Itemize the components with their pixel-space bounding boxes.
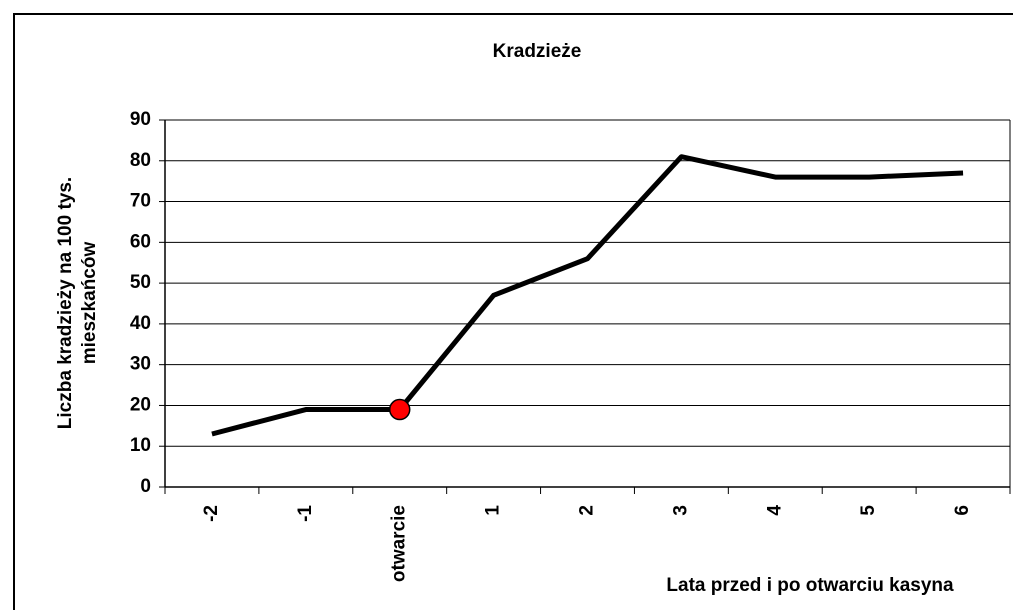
y-tick-label: 60	[130, 231, 151, 252]
y-tick-label: 10	[130, 435, 151, 456]
x-axis-label: Lata przed i po otwarciu kasyna	[666, 575, 954, 596]
y-tick-label: 20	[130, 394, 151, 415]
x-tick-label: 6	[952, 505, 973, 516]
y-tick-label: 40	[130, 313, 151, 334]
y-tick-label: 80	[130, 150, 151, 171]
x-tick-label: 1	[483, 505, 504, 516]
y-tick-label: 50	[130, 272, 151, 293]
y-tick-label: 70	[130, 191, 151, 212]
x-tick-label: 5	[858, 505, 879, 516]
x-tick-label: otwarcie	[389, 505, 410, 582]
series-line	[211, 154, 964, 437]
y-axis-label: mieszkańców	[79, 242, 100, 365]
y-tick-label: 30	[130, 354, 151, 375]
y-tick-label: 0	[140, 476, 151, 497]
y-tick-label: 90	[130, 109, 151, 130]
x-tick-label: 4	[764, 505, 785, 516]
highlight-marker	[388, 398, 411, 421]
x-tick-label: 2	[577, 505, 598, 516]
x-tick-label: -2	[201, 505, 222, 522]
x-tick-label: -1	[295, 505, 316, 522]
chart-border	[13, 13, 1013, 610]
y-axis-label: Liczba kradzieży na 100 tys.	[55, 177, 76, 429]
x-tick-label: 3	[670, 505, 691, 516]
chart-title: Kradzieże	[493, 41, 582, 62]
